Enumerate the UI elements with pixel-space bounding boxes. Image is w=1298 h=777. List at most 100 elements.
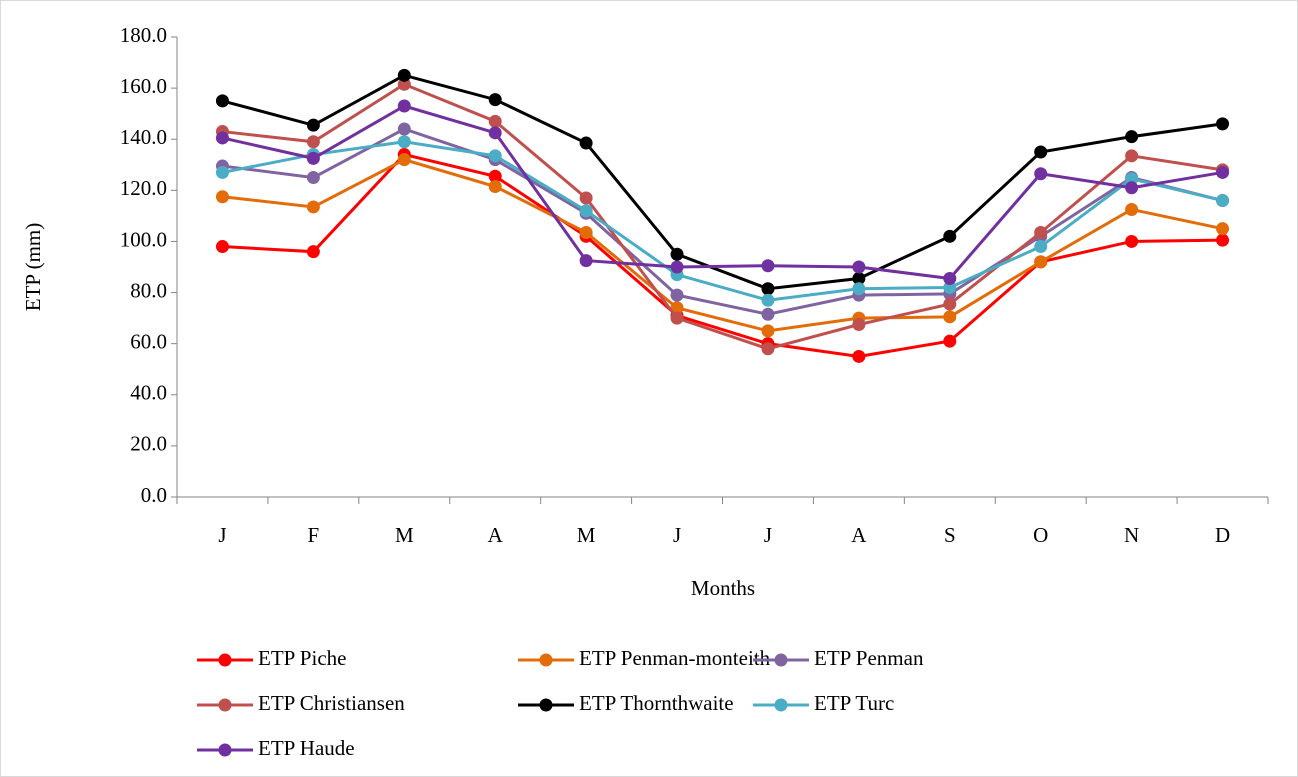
legend-marker — [218, 743, 232, 757]
data-point — [1216, 222, 1230, 236]
series-line — [222, 127, 1223, 316]
data-point — [306, 245, 320, 259]
data-point — [215, 240, 229, 254]
data-point — [1034, 255, 1048, 269]
data-point — [1034, 145, 1048, 159]
data-point — [579, 204, 593, 218]
data-point — [215, 131, 229, 145]
series-line — [222, 73, 1223, 291]
data-point — [670, 260, 684, 274]
data-point — [852, 349, 866, 363]
y-tick-label: 140.0 — [120, 125, 167, 149]
legend-marker — [218, 653, 232, 667]
y-axis-title: ETP (mm) — [21, 223, 45, 311]
y-tick-label: 100.0 — [120, 227, 167, 251]
data-point — [579, 136, 593, 150]
data-point — [397, 122, 411, 136]
x-tick-label: A — [851, 523, 867, 547]
data-point — [1034, 226, 1048, 239]
data-point — [1125, 172, 1139, 186]
data-point — [488, 169, 502, 183]
legend-label: ETP Penman — [814, 646, 924, 670]
data-point — [306, 135, 320, 149]
data-point — [1216, 117, 1230, 131]
y-tick-label: 60.0 — [130, 329, 167, 353]
data-point — [397, 99, 411, 113]
data-point — [1125, 181, 1139, 195]
legend-marker — [539, 653, 553, 667]
y-tick-label: 0.0 — [141, 483, 167, 507]
data-point — [579, 226, 593, 239]
data-point — [761, 324, 775, 338]
data-point — [761, 342, 775, 356]
legend-label: ETP Penman-monteith — [579, 646, 771, 670]
series-line — [222, 82, 1223, 351]
x-tick-label: N — [1124, 523, 1139, 547]
y-tick-label: 180.0 — [120, 23, 167, 47]
data-point — [1125, 234, 1139, 248]
series-line — [222, 152, 1223, 358]
data-point — [397, 68, 411, 82]
data-point — [943, 229, 957, 243]
x-tick-label: J — [218, 523, 226, 547]
y-tick-label: 160.0 — [120, 74, 167, 98]
data-point — [761, 293, 775, 307]
data-point — [761, 259, 775, 273]
data-point — [306, 200, 320, 214]
data-point — [943, 334, 957, 348]
legend-marker — [774, 653, 788, 667]
x-tick-label: D — [1215, 523, 1230, 547]
data-point — [579, 254, 593, 268]
data-point — [761, 307, 775, 321]
y-tick-label: 120.0 — [120, 176, 167, 200]
legend-marker — [774, 698, 788, 712]
data-point — [1125, 203, 1139, 216]
x-tick-label: J — [764, 523, 772, 547]
data-point — [943, 272, 957, 285]
data-point — [488, 114, 502, 128]
y-tick-label: 20.0 — [130, 432, 167, 456]
x-tick-label: F — [308, 523, 320, 547]
legend-label: ETP Haude — [258, 736, 355, 760]
x-tick-label: O — [1033, 523, 1048, 547]
data-point — [488, 93, 502, 107]
data-point — [579, 191, 593, 205]
x-tick-label: M — [395, 523, 414, 547]
x-tick-label: J — [673, 523, 681, 547]
data-point — [670, 288, 684, 302]
data-point — [488, 149, 502, 163]
x-tick-label: S — [944, 523, 956, 547]
x-axis-title: Months — [691, 576, 755, 600]
x-tick-label: M — [577, 523, 596, 547]
data-point — [397, 135, 411, 149]
data-point — [488, 180, 502, 193]
data-point — [852, 272, 866, 285]
data-point — [306, 151, 320, 165]
data-point — [306, 171, 320, 185]
legend-marker — [218, 698, 232, 712]
data-point — [1034, 240, 1048, 254]
data-point — [670, 301, 684, 315]
data-point — [943, 310, 957, 324]
legend-label: ETP Christiansen — [258, 691, 405, 715]
data-point — [761, 282, 775, 296]
series-line — [222, 158, 1223, 333]
data-point — [943, 297, 957, 311]
data-point — [397, 77, 411, 91]
data-point — [215, 190, 229, 204]
legend-marker — [539, 698, 553, 712]
series-line — [222, 104, 1223, 281]
data-point — [852, 260, 866, 274]
y-tick-label: 40.0 — [130, 381, 167, 405]
data-point — [1034, 167, 1048, 181]
data-point — [670, 247, 684, 261]
data-point — [1216, 194, 1230, 208]
legend-label: ETP Turc — [814, 691, 894, 715]
y-tick-label: 80.0 — [130, 278, 167, 302]
legend-label: ETP Thornthwaite — [579, 691, 734, 715]
data-point — [1216, 165, 1230, 179]
series-line — [222, 140, 1223, 302]
data-point — [852, 282, 866, 296]
data-point — [670, 311, 684, 325]
